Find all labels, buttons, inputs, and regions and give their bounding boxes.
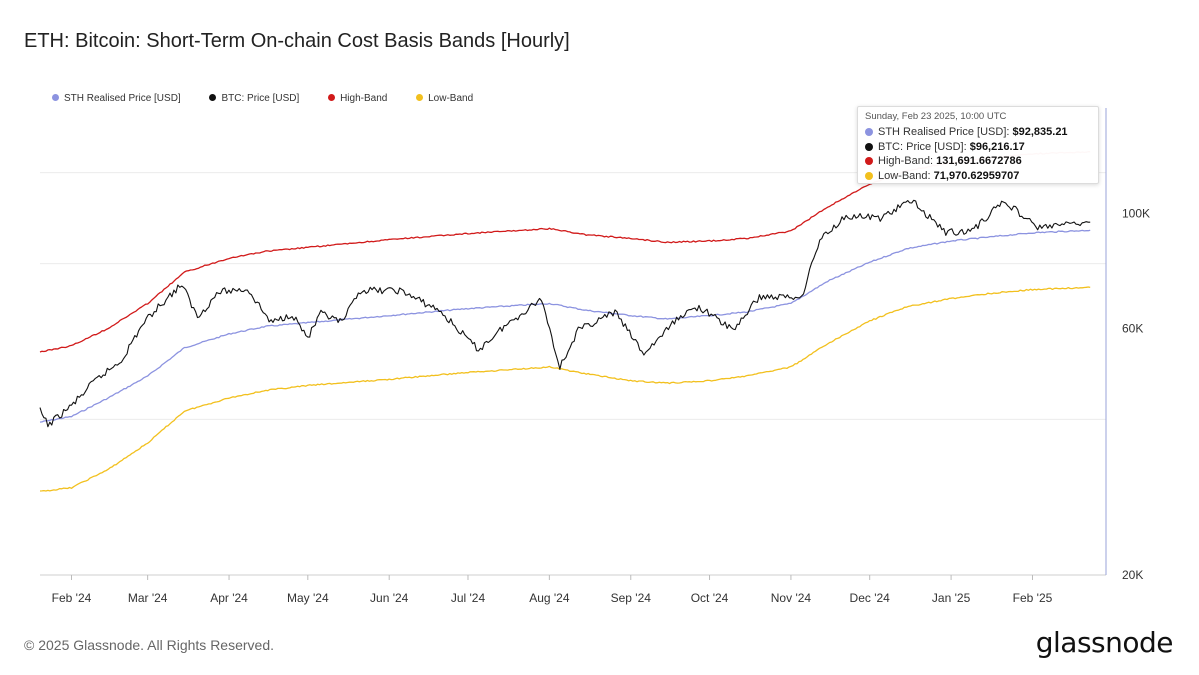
tooltip-dot-icon [865,171,873,180]
x-tick-label: Mar '24 [128,591,168,605]
glassnode-logo[interactable]: glassnode [1035,626,1174,659]
tooltip-value: $92,835.21 [1012,126,1068,138]
tooltip-row-low-band: Low-Band: 71,970.62959707 [865,169,1091,184]
tooltip-dot-icon [865,157,873,165]
y-tick-label: 60K [1122,321,1143,335]
legend-label: STH Realised Price [USD] [64,93,181,104]
tooltip-date: Sunday, Feb 23 2025, 10:00 UTC [865,111,1007,122]
tooltip-value: 131,691.6672786 [936,155,1022,167]
tooltip-dot-icon [865,142,873,151]
y-tick-label: 20K [1122,568,1143,582]
axes: 20K 60K 100K Feb '24 Mar '24 Apr '24 May '24 Ju… [40,108,1150,605]
sth-realised-price-line[interactable] [39,229,1091,423]
legend-dot-icon [328,94,336,101]
chart-title: ETH: Bitcoin: Short-Term On-chain Cost B… [24,30,570,52]
tooltip-row-btc: BTC: Price [USD]: $96,216.17 [865,140,1091,155]
x-tick-label: Aug '24 [529,591,570,605]
tooltip-row-high-band: High-Band: 131,691.6672786 [865,154,1091,169]
x-tick-label: Apr '24 [210,591,248,605]
legend-label: BTC: Price [USD] [221,93,300,104]
x-tick-label: Oct '24 [691,591,729,605]
tooltip-label: STH Realised Price [USD] [878,126,1007,138]
tooltip-value: $96,216.17 [969,140,1025,153]
legend-dot-icon [209,94,217,101]
x-tick-label: May '24 [287,591,329,605]
legend-dot-icon [52,94,59,101]
tooltip-label: High-Band [878,155,930,167]
copyright-footer: © 2025 Glassnode. All Rights Reserved. [24,637,275,653]
tooltip-label: Low-Band [878,169,928,182]
legend-dot-icon [416,94,424,101]
y-tick-label: 100K [1122,207,1150,221]
gridlines [40,172,1106,420]
btc-price-line[interactable] [39,199,1091,428]
x-tick-label: Sep '24 [611,591,652,605]
legend-item-sth[interactable]: STH Realised Price [USD] [52,93,181,104]
series-lines [39,150,1091,492]
legend-label: High-Band [340,93,388,104]
hover-tooltip: Sunday, Feb 23 2025, 10:00 UTC STH Reali… [857,106,1099,184]
legend-item-high-band[interactable]: High-Band [328,93,387,104]
x-tick-label: Dec '24 [850,591,891,605]
legend-item-low-band[interactable]: Low-Band [416,93,473,104]
tooltip-label: BTC: Price [USD] [878,140,964,153]
tooltip-value: 71,970.62959707 [933,169,1020,182]
x-tick-label: Jan '25 [932,591,971,605]
legend-label: Low-Band [428,93,474,104]
x-tick-label: Feb '24 [52,591,92,605]
legend-item-btc[interactable]: BTC: Price [USD] [209,93,299,104]
x-tick-label: Nov '24 [771,591,812,605]
x-tick-label: Jul '24 [451,591,486,605]
tooltip-row-sth: STH Realised Price [USD]: $92,835.21 [865,125,1091,140]
x-tick-label: Jun '24 [370,591,409,605]
tooltip-dot-icon [865,128,873,136]
low-band-line[interactable] [39,286,1091,492]
legend: STH Realised Price [USD] BTC: Price [USD… [52,93,499,104]
x-tick-label: Feb '25 [1013,591,1053,605]
